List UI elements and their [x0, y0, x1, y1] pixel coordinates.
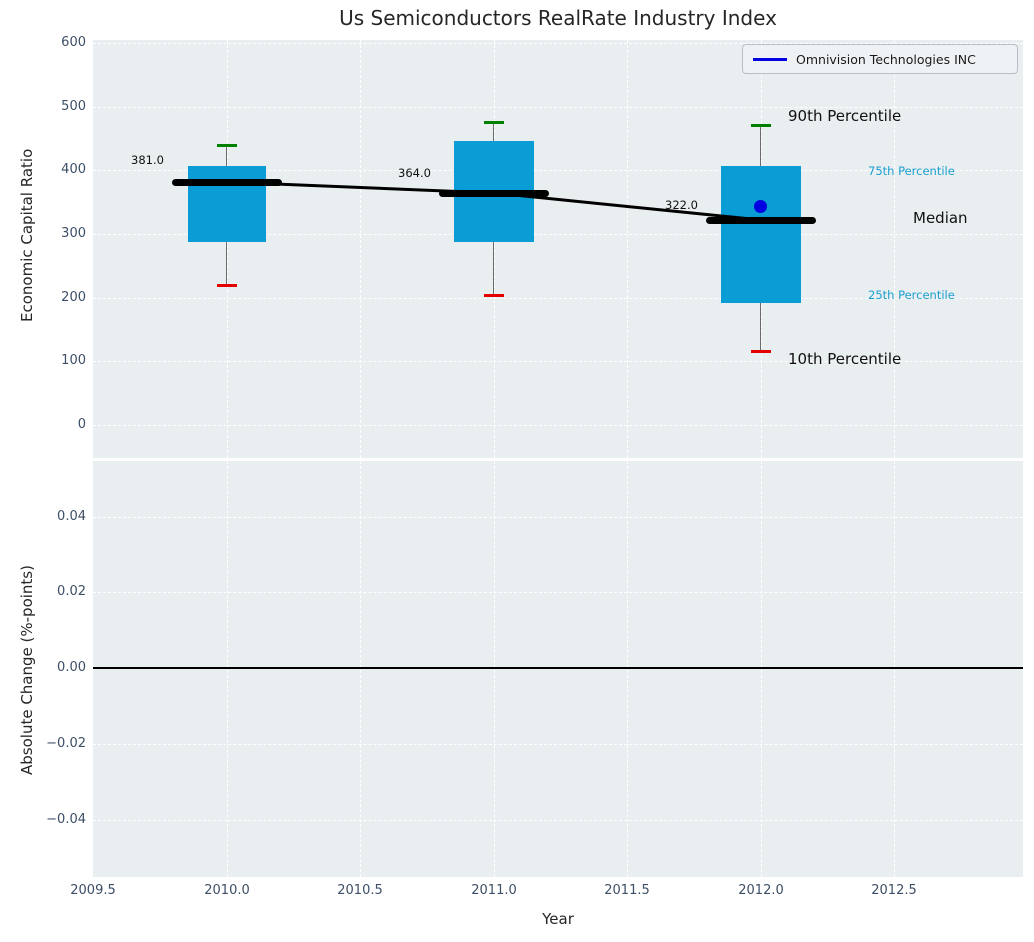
p90-cap-2011 — [484, 121, 504, 124]
gridline-y600 — [93, 43, 1023, 44]
median-segment-2012 — [706, 217, 816, 224]
ytick-neg0-02: −0.02 — [46, 736, 86, 751]
gridline-y400 — [93, 170, 1023, 171]
annotation-25th-percentile: 25th Percentile — [868, 288, 955, 302]
p90-cap-2012 — [751, 124, 771, 127]
gridline-y0-04 — [93, 517, 1023, 518]
xtick-2011-0: 2011.0 — [471, 883, 517, 898]
gridline-y300 — [93, 234, 1023, 235]
annotation-90th-percentile: 90th Percentile — [788, 107, 902, 125]
ytick-0-00: 0.00 — [57, 660, 86, 675]
gridline2-x2010-5 — [360, 461, 361, 877]
ytick-100: 100 — [61, 353, 86, 368]
xtick-2012-0: 2012.0 — [738, 883, 784, 898]
p10-cap-2012 — [751, 350, 771, 353]
annotation-75th-percentile: 75th Percentile — [868, 164, 955, 178]
x-axis-label: Year — [542, 910, 574, 928]
gridline-x2012-5 — [894, 40, 895, 458]
median-trend-line — [226, 180, 762, 222]
gridline-x2011-5 — [627, 40, 628, 458]
xtick-2010-0: 2010.0 — [204, 883, 250, 898]
gridline-y0 — [93, 425, 1023, 426]
p10-cap-2010 — [217, 284, 237, 287]
gridline-x2010-5 — [360, 40, 361, 458]
bottom-subplot-area — [93, 461, 1023, 877]
p90-cap-2010 — [217, 144, 237, 147]
xtick-2010-5: 2010.5 — [337, 883, 383, 898]
median-value-2010: 381.0 — [131, 153, 164, 167]
chart-title: Us Semiconductors RealRate Industry Inde… — [339, 6, 777, 30]
gridline-y100 — [93, 361, 1023, 362]
gridline-y500 — [93, 107, 1023, 108]
xtick-2009-5: 2009.5 — [70, 883, 116, 898]
median-segment-2011 — [439, 190, 549, 197]
median-value-2011: 364.0 — [398, 166, 431, 180]
ytick-0-04: 0.04 — [57, 509, 86, 524]
legend-label: Omnivision Technologies INC — [796, 51, 976, 67]
gridline-y200 — [93, 298, 1023, 299]
company-data-point — [754, 200, 767, 213]
ytick-neg0-04: −0.04 — [46, 812, 86, 827]
ytick-200: 200 — [61, 290, 86, 305]
gridline-y0-02 — [93, 592, 1023, 593]
iqr-box-2012 — [721, 166, 801, 303]
top-subplot-area: 381.0 364.0 322.0 90th Percentile 75th P… — [93, 40, 1023, 458]
xtick-2012-5: 2012.5 — [871, 883, 917, 898]
legend: Omnivision Technologies INC — [742, 44, 1018, 74]
gridline2-x2011-5 — [627, 461, 628, 877]
bottom-y-axis-label: Absolute Change (%-points) — [18, 565, 36, 775]
gridline2-x2011 — [494, 461, 495, 877]
p10-cap-2011 — [484, 294, 504, 297]
gridline-y-0-02 — [93, 744, 1023, 745]
ytick-300: 300 — [61, 226, 86, 241]
ytick-600: 600 — [61, 35, 86, 50]
ytick-500: 500 — [61, 99, 86, 114]
ytick-0-02: 0.02 — [57, 584, 86, 599]
gridline2-x2010 — [227, 461, 228, 877]
ytick-400: 400 — [61, 162, 86, 177]
gridline-y-0-04 — [93, 820, 1023, 821]
zero-reference-line — [93, 667, 1023, 669]
xtick-2011-5: 2011.5 — [604, 883, 650, 898]
gridline-x2010 — [227, 40, 228, 458]
median-segment-2010 — [172, 179, 282, 186]
ytick-0: 0 — [77, 417, 86, 432]
gridline2-x2012 — [761, 461, 762, 877]
median-value-2012: 322.0 — [665, 198, 698, 212]
gridline-x2011 — [494, 40, 495, 458]
legend-line-sample — [753, 57, 787, 61]
gridline2-x2012-5 — [894, 461, 895, 877]
annotation-10th-percentile: 10th Percentile — [788, 350, 902, 368]
iqr-box-2010 — [188, 166, 266, 242]
annotation-median: Median — [913, 209, 968, 227]
top-y-axis-label: Economic Capital Ratio — [18, 148, 36, 322]
